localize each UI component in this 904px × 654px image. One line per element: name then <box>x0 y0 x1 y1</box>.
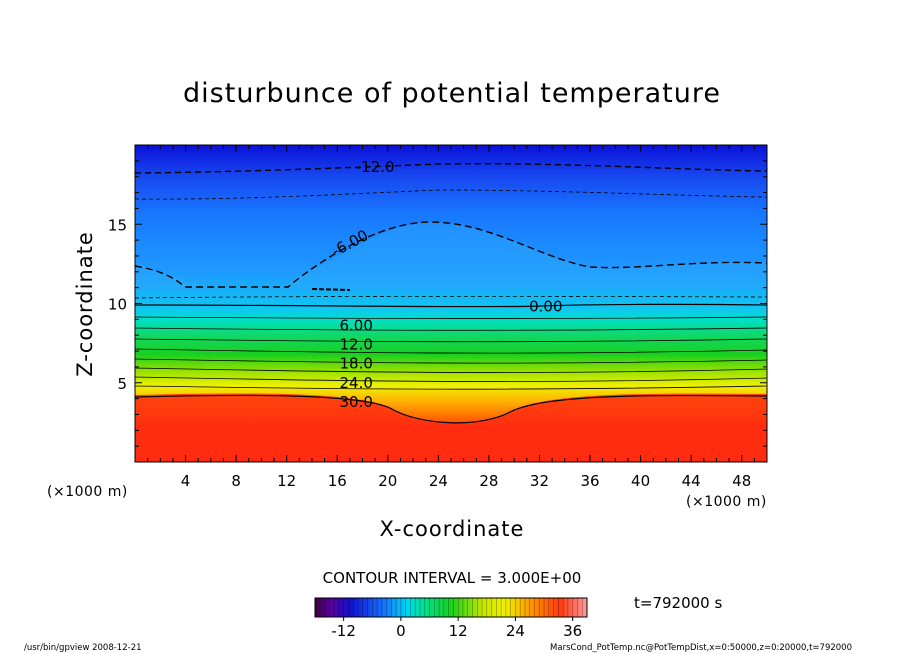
contour-interval-label: CONTOUR INTERVAL = 3.000E+00 <box>323 569 582 587</box>
contour-label: 12.0 <box>339 336 372 354</box>
x-unit-left: (×1000 m) <box>47 484 128 500</box>
footer-left: /usr/bin/gpview 2008-12-21 <box>24 643 142 653</box>
x-tick-label: 12 <box>277 472 296 490</box>
contour-label: 24.0 <box>339 374 372 392</box>
x-axis-ticks: 4 8 12 16 20 24 28 32 36 40 44 48 <box>147 145 755 490</box>
colorbar-ticks: -12 0 12 24 36 <box>331 617 582 640</box>
y-tick-label: 15 <box>108 216 127 234</box>
x-tick-label: 24 <box>429 472 448 490</box>
contour-label: 0.00 <box>529 298 562 316</box>
y-tick-label: 5 <box>117 375 127 393</box>
x-axis-label: X-coordinate <box>380 517 525 541</box>
x-tick-label: 40 <box>631 472 650 490</box>
colorbar: -12 0 12 24 36 <box>314 597 588 640</box>
x-tick-label: 32 <box>530 472 549 490</box>
footer-right: MarsCond_PotTemp.nc@PotTempDist,x=0:5000… <box>550 643 852 653</box>
x-tick-label: 20 <box>378 472 397 490</box>
contour-line-12 <box>135 348 767 354</box>
contour-line-0 <box>135 303 767 308</box>
colorbar-stripes <box>319 598 583 617</box>
contour-line-18 <box>135 367 767 373</box>
x-unit-right: (×1000 m) <box>686 494 767 510</box>
contour-line-30 <box>135 394 767 424</box>
contour-line-24 <box>135 385 767 390</box>
x-tick-label: 4 <box>181 472 191 490</box>
colorbar-frame <box>314 597 588 618</box>
contour-label: 6.00 <box>339 317 372 335</box>
contour-line-21 <box>135 376 767 382</box>
colorbar-gradient <box>315 598 587 617</box>
contour-line-neg6 <box>135 221 767 288</box>
time-label: t=792000 s <box>634 594 722 612</box>
colorbar-tick-label: 0 <box>396 622 406 640</box>
colorbar-tick-label: 12 <box>449 622 468 640</box>
contour-line-neg6-fragment <box>311 288 351 291</box>
x-tick-label: 36 <box>580 472 599 490</box>
chart-title: disturbunce of potential temperature <box>183 78 721 109</box>
contour-line-neg12 <box>135 162 767 174</box>
contour-line-3 <box>135 316 767 319</box>
contour-label: 18.0 <box>339 355 372 373</box>
contour-label: -12.0 <box>356 158 395 176</box>
y-axis-ticks: 5 10 15 <box>108 160 767 447</box>
x-tick-label: 16 <box>328 472 347 490</box>
colorbar-tick-label: 36 <box>563 622 582 640</box>
y-axis-label: Z-coordinate <box>73 231 97 377</box>
contour-line-9 <box>135 338 767 343</box>
contour-line-6 <box>135 327 767 331</box>
x-tick-label: 28 <box>479 472 498 490</box>
upper-bulge <box>135 222 767 291</box>
contour-label: 30.0 <box>339 393 372 411</box>
colorbar-tick-label: -12 <box>331 622 356 640</box>
contour-line-neg3 <box>135 295 767 299</box>
warm-dome <box>135 393 767 462</box>
plot-area <box>135 145 767 462</box>
x-tick-label: 48 <box>732 472 751 490</box>
contour-line-15 <box>135 358 767 364</box>
x-tick-label: 8 <box>231 472 241 490</box>
x-tick-label: 44 <box>682 472 701 490</box>
y-tick-label: 10 <box>108 296 127 314</box>
contour-lines <box>135 162 767 424</box>
colorbar-tick-label: 24 <box>506 622 525 640</box>
